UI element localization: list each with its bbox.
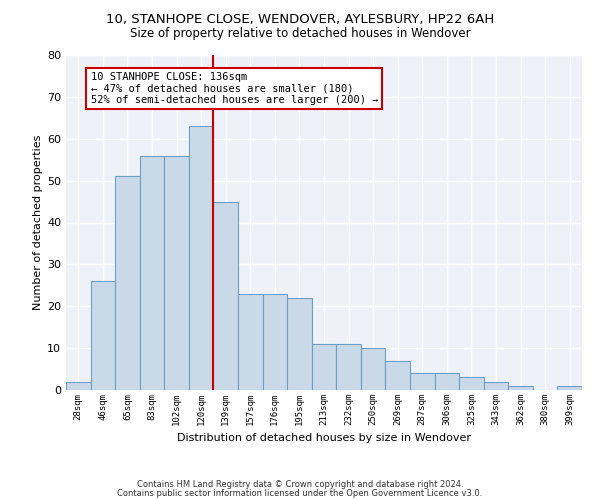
Bar: [557, 386, 582, 390]
Bar: [115, 176, 140, 390]
Text: 10 STANHOPE CLOSE: 136sqm
← 47% of detached houses are smaller (180)
52% of semi: 10 STANHOPE CLOSE: 136sqm ← 47% of detac…: [91, 72, 378, 105]
Bar: [238, 294, 263, 390]
Bar: [189, 126, 214, 390]
Bar: [91, 281, 115, 390]
Text: Size of property relative to detached houses in Wendover: Size of property relative to detached ho…: [130, 28, 470, 40]
Bar: [410, 373, 434, 390]
Text: Contains HM Land Registry data © Crown copyright and database right 2024.: Contains HM Land Registry data © Crown c…: [137, 480, 463, 489]
Text: 10, STANHOPE CLOSE, WENDOVER, AYLESBURY, HP22 6AH: 10, STANHOPE CLOSE, WENDOVER, AYLESBURY,…: [106, 12, 494, 26]
Bar: [385, 360, 410, 390]
Bar: [361, 348, 385, 390]
Bar: [434, 373, 459, 390]
X-axis label: Distribution of detached houses by size in Wendover: Distribution of detached houses by size …: [177, 434, 471, 444]
Bar: [287, 298, 312, 390]
Bar: [263, 294, 287, 390]
Bar: [459, 378, 484, 390]
Y-axis label: Number of detached properties: Number of detached properties: [33, 135, 43, 310]
Bar: [312, 344, 336, 390]
Bar: [336, 344, 361, 390]
Bar: [508, 386, 533, 390]
Bar: [164, 156, 189, 390]
Text: Contains public sector information licensed under the Open Government Licence v3: Contains public sector information licen…: [118, 489, 482, 498]
Bar: [214, 202, 238, 390]
Bar: [140, 156, 164, 390]
Bar: [484, 382, 508, 390]
Bar: [66, 382, 91, 390]
